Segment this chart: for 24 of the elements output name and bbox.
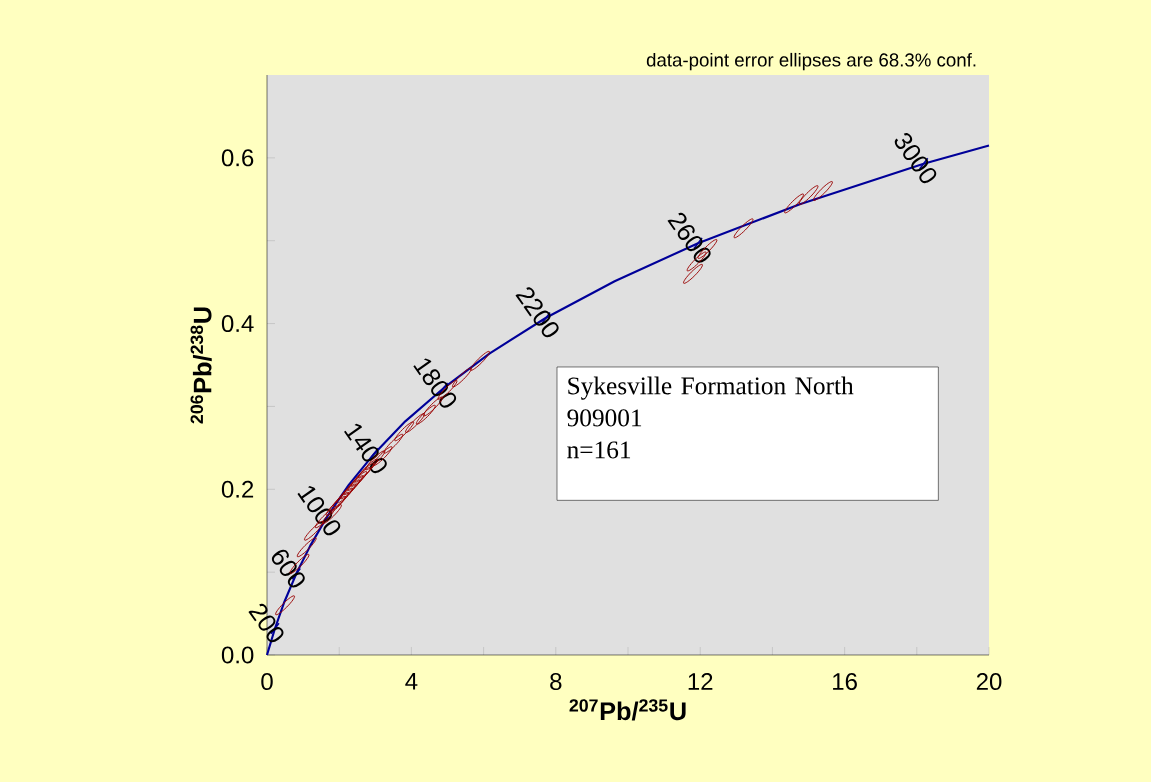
y-tick-label: 0.2 bbox=[221, 480, 254, 498]
y-tick-label: 0.0 bbox=[221, 646, 254, 664]
x-tick-label: 8 bbox=[550, 673, 562, 691]
annotation: Sykesville Formation North bbox=[568, 376, 854, 400]
x-tick-label: 12 bbox=[688, 673, 713, 690]
x-tick-label: 16 bbox=[833, 673, 857, 691]
y-tick-label: 0.4 bbox=[221, 315, 254, 333]
x-tick-label: 0 bbox=[261, 673, 273, 691]
x-tick-label: 4 bbox=[405, 673, 418, 690]
x-axis-title: $^{207}$Pb/$^{235}$U bbox=[569, 699, 686, 721]
y-axis-title: $^{206}$Pb/$^{238}$U bbox=[190, 307, 212, 424]
point bbox=[394, 421, 415, 442]
annotation: n=161 bbox=[567, 441, 631, 459]
annotation: 909001 bbox=[567, 409, 642, 427]
y-tick-label: 0.6 bbox=[221, 149, 254, 167]
text: data-point error ellipses are 68.3% conf. bbox=[646, 52, 976, 71]
point bbox=[784, 193, 805, 214]
point bbox=[405, 413, 425, 433]
point bbox=[733, 218, 754, 239]
point bbox=[798, 185, 819, 206]
point bbox=[470, 350, 490, 371]
point bbox=[813, 181, 833, 201]
point bbox=[683, 263, 703, 284]
x-tick-label: 20 bbox=[976, 673, 1002, 691]
